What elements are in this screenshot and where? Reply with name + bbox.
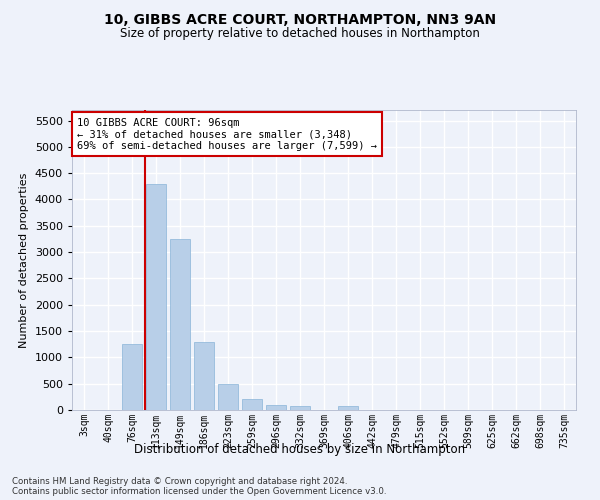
Bar <box>218 384 238 410</box>
Bar <box>290 406 310 410</box>
Text: Contains public sector information licensed under the Open Government Licence v3: Contains public sector information licen… <box>12 488 386 496</box>
Bar <box>338 406 358 410</box>
Text: 10 GIBBS ACRE COURT: 96sqm
← 31% of detached houses are smaller (3,348)
69% of s: 10 GIBBS ACRE COURT: 96sqm ← 31% of deta… <box>77 118 377 150</box>
Bar <box>266 404 286 410</box>
Bar <box>242 400 262 410</box>
Y-axis label: Number of detached properties: Number of detached properties <box>19 172 29 348</box>
Bar <box>122 344 142 410</box>
Text: Distribution of detached houses by size in Northampton: Distribution of detached houses by size … <box>134 442 466 456</box>
Text: Contains HM Land Registry data © Crown copyright and database right 2024.: Contains HM Land Registry data © Crown c… <box>12 478 347 486</box>
Text: 10, GIBBS ACRE COURT, NORTHAMPTON, NN3 9AN: 10, GIBBS ACRE COURT, NORTHAMPTON, NN3 9… <box>104 12 496 26</box>
Text: Size of property relative to detached houses in Northampton: Size of property relative to detached ho… <box>120 28 480 40</box>
Bar <box>194 342 214 410</box>
Bar <box>146 184 166 410</box>
Bar <box>170 239 190 410</box>
